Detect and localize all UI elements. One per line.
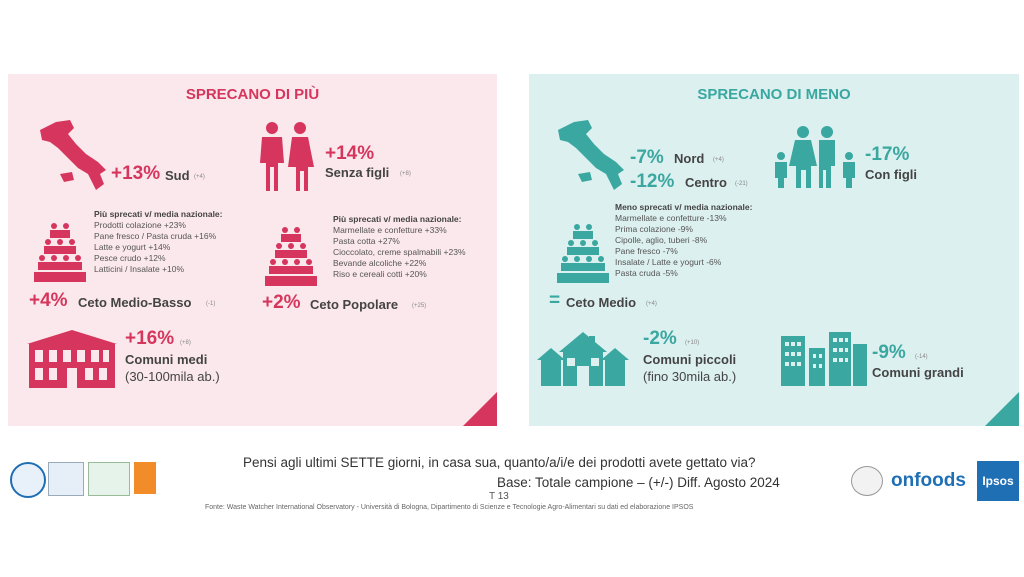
ceto-medio-diff: (+4) [646,301,657,307]
centro-diff: (-21) [735,181,748,187]
centro-label: Centro [685,175,727,190]
senza-figli-value: +14% [325,143,375,164]
senza-figli-label: Senza figli [325,165,390,180]
source-note: Fonte: Waste Watcher International Obser… [205,504,694,511]
right-list-item: Marmellate e confetture -13% [615,213,727,223]
right-panel: SPRECANO DI MENO -7% Nord (+4) -12% Cent… [529,74,1019,426]
ipsos-logo: Ipsos [977,461,1019,501]
comuni-piccoli-diff: (+10) [685,340,700,346]
con-figli-value: -17% [865,144,910,165]
crowd-icon [34,223,86,282]
comuni-piccoli-label: Comuni piccoli [643,352,737,367]
university-seal-logo [851,466,883,496]
right-list-item: Pane fresco -7% [615,246,678,256]
list1-item: Prodotti colazione +23% [94,220,186,230]
ceto-medio-label: Ceto Medio [566,295,637,310]
right-list: Meno sprecati v/ media nazionale: Marmel… [615,202,752,279]
comuni-grandi-value: -9% [872,342,906,363]
ceto2-diff: (+25) [412,303,427,309]
comuni-grandi-diff: (-14) [915,354,928,360]
comuni-piccoli-sub: (fino 30mila ab.) [643,369,737,384]
corner-triangle [985,392,1019,426]
list2-item: Pasta cotta +27% [333,236,400,246]
sud-value: +13% [111,163,161,184]
sud-label: Sud [165,168,190,183]
list2-header: Più sprecati v/ media nazionale: [333,214,462,224]
list2-item: Cioccolato, creme spalmabili +23% [333,247,466,257]
survey-question: Pensi agli ultimi SETTE giorni, in casa … [243,455,756,470]
list1-header: Più sprecati v/ media nazionale: [94,209,223,219]
building-icon [27,330,117,388]
left-panel: SPRECANO DI PIÙ +13% Sud (+4) +14% Senza… [8,74,497,426]
right-list-item: Cipolle, aglio, tuberi -8% [615,235,708,245]
comuni-medi-sub: (30-100mila ab.) [125,369,220,384]
couple-icon [260,122,314,191]
comuni-grandi-label: Comuni grandi [872,365,964,380]
survey-base: Base: Totale campione – (+/-) Diff. Agos… [497,475,780,490]
right-list-item: Insalate / Latte e yogurt -6% [615,257,722,267]
italy-map-icon [558,120,624,190]
onfoods-logo: onfoods [891,470,966,491]
list1-item: Latticini / Insalate +10% [94,264,185,274]
waste-watcher-logo [88,462,130,496]
list1-item: Pane fresco / Pasta cruda +16% [94,231,217,241]
ceto2-label: Ceto Popolare [310,297,399,312]
nord-diff: (+4) [713,157,724,163]
list2-item: Bevande alcoliche +22% [333,258,427,268]
comuni-medi-diff: (+8) [180,340,191,346]
nord-value: -7% [630,147,664,168]
corner-triangle [463,392,497,426]
family-icon [775,126,855,188]
list1-item: Latte e yogurt +14% [94,242,171,252]
senza-figli-diff: (+8) [400,171,411,177]
last-minute-market-logo [134,462,156,494]
left-panel-title: SPRECANO DI PIÙ [185,86,320,103]
nord-label: Nord [674,151,705,166]
table-number: T 13 [489,491,509,502]
comuni-piccoli-value: -2% [643,328,677,349]
list2: Più sprecati v/ media nazionale: Marmell… [333,214,466,280]
comuni-medi-value: +16% [125,328,175,349]
list2-item: Marmellate e confetture +33% [333,225,447,235]
ceto1-label: Ceto Medio-Basso [78,295,192,310]
waste-watcher-logo [48,462,84,496]
ceto1-value: +4% [29,290,68,311]
ceto-medio-value: = [549,290,561,311]
right-list-item: Prima colazione -9% [615,224,693,234]
right-list-item: Pasta cruda -5% [615,268,678,278]
centro-value: -12% [630,171,675,192]
right-panel-title: SPRECANO DI MENO [697,86,851,103]
waste-watcher-logo [10,462,46,498]
list2-item: Riso e cereali cotti +20% [333,269,427,279]
con-figli-label: Con figli [865,167,917,182]
comuni-medi-label: Comuni medi [125,352,208,367]
skyscrapers-icon [781,332,867,386]
ceto2-value: +2% [262,292,301,313]
list1: Più sprecati v/ media nazionale: Prodott… [94,209,223,275]
ceto1-diff: (-1) [206,301,216,307]
houses-icon [537,332,629,386]
list1-item: Pesce crudo +12% [94,253,166,263]
right-list-header: Meno sprecati v/ media nazionale: [615,202,753,212]
crowd-icon [265,227,317,286]
sud-diff: (+4) [194,174,205,180]
crowd-icon [557,224,609,283]
italy-map-icon [40,120,106,190]
